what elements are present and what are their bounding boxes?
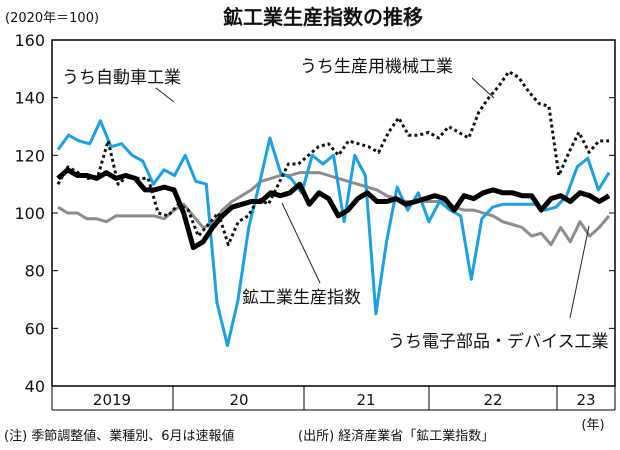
annotation-leader: [155, 87, 175, 103]
y-tick-label: 120: [14, 146, 45, 165]
series-line-1: [56, 119, 611, 348]
x-year-label: 2019: [93, 391, 131, 409]
y-tick-label: 40: [25, 377, 45, 396]
y-axis: 40 60 80 100 120 140 160: [14, 31, 615, 396]
x-year-label: 21: [356, 391, 375, 409]
x-year-label: 23: [576, 391, 595, 409]
plot-frame: [51, 39, 616, 387]
x-year-label: 22: [483, 391, 502, 409]
chart-title: 鉱工業生産指数の推移: [223, 5, 423, 29]
annotation-leader: [569, 225, 590, 319]
annotation-leader: [281, 202, 321, 284]
series-line-3: [57, 171, 611, 247]
y-tick-label: 100: [14, 204, 45, 223]
series-line-0: [56, 167, 611, 251]
y-tick-label: 160: [14, 31, 45, 50]
annotation-machinery: うち生産用機械工業: [300, 57, 453, 77]
y-tick-label: 140: [14, 89, 45, 108]
series-line-2: [56, 70, 609, 247]
x-axis-unit: (年): [581, 418, 604, 433]
y-tick-label: 80: [25, 262, 45, 281]
y-tick-label: 60: [25, 319, 45, 338]
annotation-leader: [471, 77, 495, 99]
footnote-source: (出所) 経済産業省「鉱工業指数」: [298, 428, 494, 444]
unit-label: (2020年＝100): [5, 11, 99, 26]
annotation-automotive: うち自動車工業: [62, 68, 181, 88]
series-layer: [56, 70, 611, 348]
x-year-label: 20: [229, 391, 248, 409]
annotation-electronics: うち電子部品・デバイス工業: [388, 331, 609, 352]
annotation-index: 鉱工業生産指数: [242, 288, 361, 308]
footnote-note: (注) 季節調整値、業種別、6月は速報値: [4, 428, 235, 444]
